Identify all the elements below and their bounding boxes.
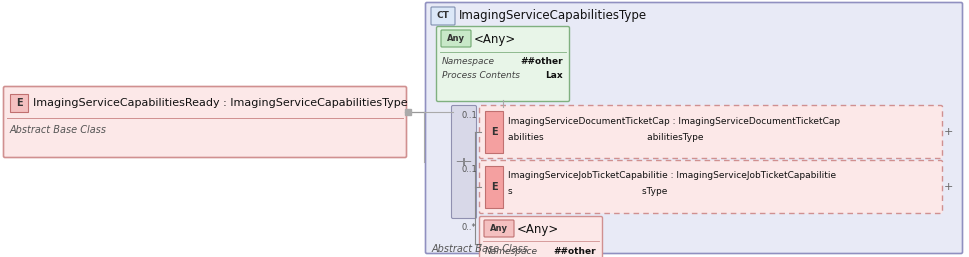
Text: s                                             sType: s sType <box>508 188 668 197</box>
FancyBboxPatch shape <box>452 106 477 218</box>
Text: 0..1: 0..1 <box>462 111 478 120</box>
FancyBboxPatch shape <box>431 7 455 25</box>
Text: 0..1: 0..1 <box>462 166 478 175</box>
Text: ImagingServiceCapabilitiesReady : ImagingServiceCapabilitiesType: ImagingServiceCapabilitiesReady : Imagin… <box>33 98 408 108</box>
Text: +: + <box>944 182 953 192</box>
Text: ##other: ##other <box>520 58 563 67</box>
Text: CT: CT <box>437 12 450 21</box>
Text: ##other: ##other <box>553 247 596 256</box>
Text: Process Contents: Process Contents <box>442 71 520 80</box>
Text: Any: Any <box>447 34 465 43</box>
Text: ImagingServiceDocumentTicketCap : ImagingServiceDocumentTicketCap: ImagingServiceDocumentTicketCap : Imagin… <box>508 116 840 125</box>
Text: Abstract Base Class: Abstract Base Class <box>432 244 529 254</box>
FancyBboxPatch shape <box>484 220 514 237</box>
FancyBboxPatch shape <box>480 216 603 257</box>
Bar <box>485 166 503 208</box>
Text: <Any>: <Any> <box>474 32 516 45</box>
Text: 0..*: 0..* <box>462 224 477 233</box>
Text: Namespace: Namespace <box>442 58 495 67</box>
Text: Namespace: Namespace <box>485 247 538 256</box>
Text: Any: Any <box>490 224 508 233</box>
Text: ⊣⊢: ⊣⊢ <box>455 157 473 167</box>
Text: E: E <box>490 182 497 192</box>
Bar <box>485 111 503 153</box>
Text: ImagingServiceCapabilitiesType: ImagingServiceCapabilitiesType <box>459 10 647 23</box>
Text: E: E <box>490 127 497 137</box>
Text: <Any>: <Any> <box>517 223 559 235</box>
Text: abilities                                    abilitiesType: abilities abilitiesType <box>508 133 703 142</box>
FancyBboxPatch shape <box>436 26 570 102</box>
Text: Abstract Base Class: Abstract Base Class <box>10 125 107 135</box>
FancyBboxPatch shape <box>480 106 943 159</box>
FancyBboxPatch shape <box>425 3 962 253</box>
Text: +: + <box>944 127 953 137</box>
Text: ImagingServiceJobTicketCapabilitie : ImagingServiceJobTicketCapabilitie: ImagingServiceJobTicketCapabilitie : Ima… <box>508 171 836 180</box>
FancyBboxPatch shape <box>441 30 471 47</box>
FancyBboxPatch shape <box>4 87 407 158</box>
Text: Lax: Lax <box>546 71 563 80</box>
FancyBboxPatch shape <box>480 161 943 214</box>
Bar <box>10 94 28 112</box>
Text: E: E <box>16 98 22 108</box>
